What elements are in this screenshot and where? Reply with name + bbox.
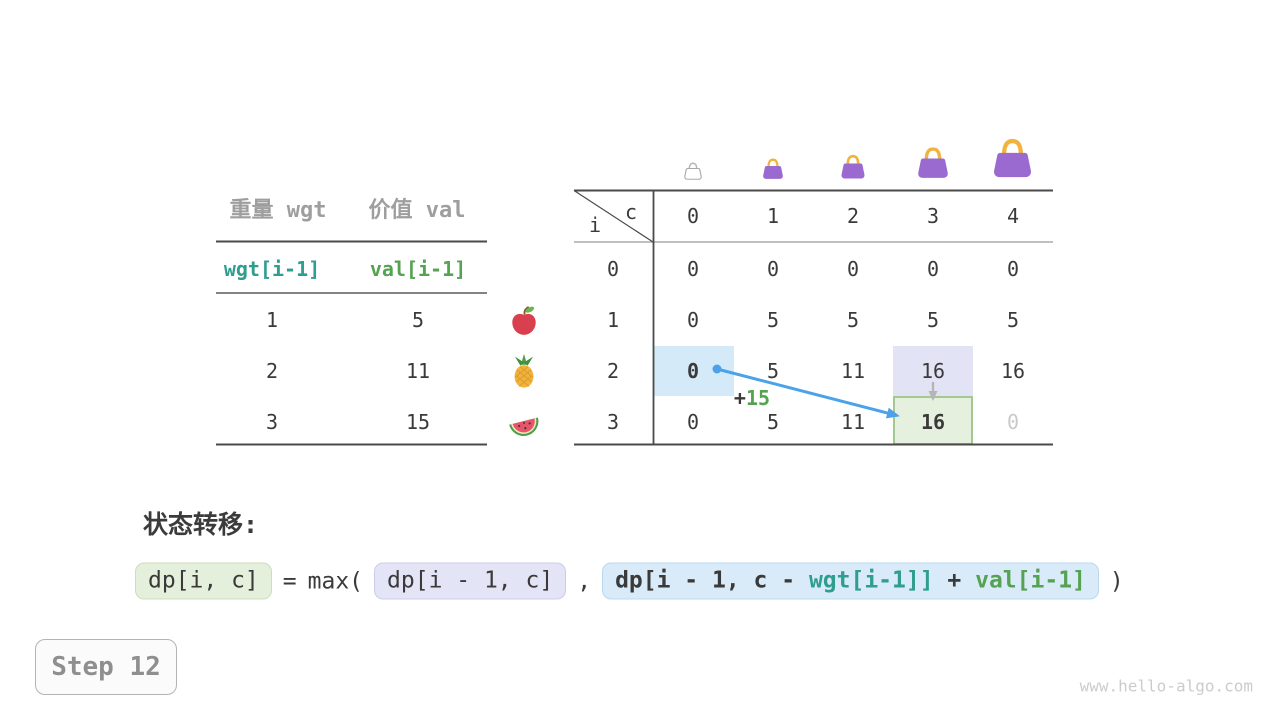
- formula-comma: ,: [577, 568, 592, 594]
- formula-option2-val: val[i-1]: [975, 567, 1086, 594]
- dp-cell-1-1: 5: [766, 308, 780, 332]
- item-weight: 1: [265, 308, 279, 332]
- corner-row-var: i: [588, 213, 602, 237]
- bag-large-icon: [918, 147, 948, 178]
- dp-cell-3-4-pending: 0: [1006, 410, 1020, 434]
- dp-row-header: 2: [606, 359, 620, 383]
- added-value: 15: [745, 386, 771, 410]
- dp-cell-0-3: 0: [926, 257, 940, 281]
- formula-option2-wgt: wgt[i-1]]: [808, 567, 934, 594]
- items-header-value: 价值 val: [368, 198, 466, 223]
- dp-row-header: 0: [606, 257, 620, 281]
- dp-cell-3-1: 5: [766, 410, 780, 434]
- bag-small-icon: [763, 158, 783, 179]
- watermark: www.hello-algo.com: [1079, 676, 1253, 696]
- dp-cell-2-4: 16: [1000, 359, 1026, 383]
- dp-cell-2-2: 11: [840, 359, 866, 383]
- formula-close-paren: ): [1109, 568, 1124, 594]
- dp-cell-3-2: 11: [840, 410, 866, 434]
- dp-cell-0-1: 0: [766, 257, 780, 281]
- add-value-annotation: +15: [734, 388, 770, 408]
- dp-cell-2-1: 5: [766, 359, 780, 383]
- item-weight: 3: [265, 410, 279, 434]
- formula-equals: =: [282, 568, 297, 594]
- dp-cell-2-0-source: 0: [686, 359, 700, 383]
- dp-row-header: 1: [606, 308, 620, 332]
- dp-cell-3-3-current: 16: [920, 410, 946, 434]
- bag-xlarge-icon: [994, 138, 1031, 178]
- dp-col-header: 1: [766, 204, 780, 228]
- formula-option2-box: dp[i - 1, c - wgt[i-1]] + val[i-1]: [602, 562, 1099, 600]
- items-special-wgt: wgt[i-1]: [223, 257, 321, 281]
- state-transition-formula: dp[i, c] = max( dp[i - 1, c] , dp[i - 1,…: [135, 562, 1124, 600]
- bag-medium-icon: [841, 154, 865, 179]
- dp-cell-1-3: 5: [926, 308, 940, 332]
- dp-cell-1-0: 0: [686, 308, 700, 332]
- plus-sign: +: [733, 386, 746, 410]
- dp-row-header: 3: [606, 410, 620, 434]
- item-value: 5: [411, 308, 425, 332]
- dp-cell-2-3: 16: [920, 359, 946, 383]
- dp-cell-0-2: 0: [846, 257, 860, 281]
- apple-icon: [512, 306, 536, 335]
- dp-cell-1-2: 5: [846, 308, 860, 332]
- dp-cell-0-0: 0: [686, 257, 700, 281]
- formula-result-box: dp[i, c]: [135, 562, 272, 600]
- pineapple-icon: [514, 353, 534, 388]
- item-value: 15: [405, 410, 431, 434]
- state-transition-label: 状态转移:: [143, 510, 259, 539]
- corner-col-var: c: [624, 200, 638, 224]
- dp-col-header: 2: [846, 204, 860, 228]
- dp-cell-3-0: 0: [686, 410, 700, 434]
- step-badge: Step 12: [35, 639, 177, 695]
- item-value: 11: [405, 359, 431, 383]
- dp-cell-1-4: 5: [1006, 308, 1020, 332]
- formula-option1-box: dp[i - 1, c]: [374, 562, 567, 600]
- items-header-weight: 重量 wgt: [229, 198, 327, 223]
- dp-col-header: 3: [926, 204, 940, 228]
- dp-col-header: 4: [1006, 204, 1020, 228]
- formula-option2-prefix: dp[i - 1, c -: [615, 567, 809, 594]
- formula-max-open: max(: [307, 568, 364, 594]
- item-weight: 2: [265, 359, 279, 383]
- formula-option2-plus: +: [933, 567, 976, 594]
- bag-outline-icon: [684, 162, 702, 180]
- dp-cell-0-4: 0: [1006, 257, 1020, 281]
- watermelon-icon: [509, 417, 539, 436]
- dp-col-header: 0: [686, 204, 700, 228]
- items-special-val: val[i-1]: [369, 257, 467, 281]
